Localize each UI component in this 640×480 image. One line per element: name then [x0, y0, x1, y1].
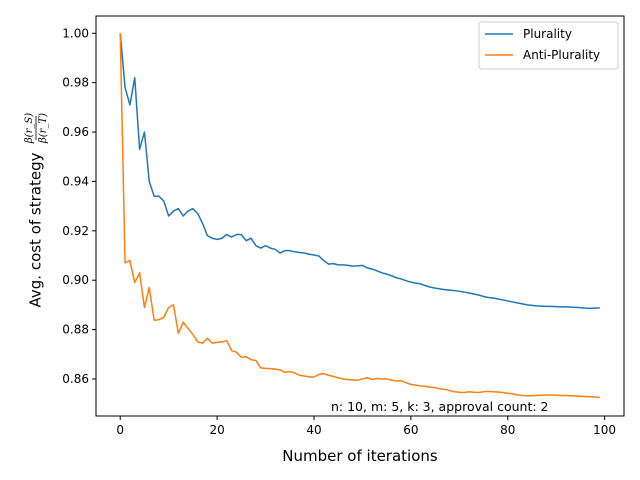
plot-frame — [95, 15, 625, 417]
y-tick-label: 0.96 — [62, 125, 89, 139]
y-axis-label-group: Avg. cost of strategy β(r_S) β(r_T) — [24, 113, 49, 308]
x-tick-label: 40 — [306, 423, 321, 437]
y-axis-label-denominator: β(r_T) — [38, 113, 49, 144]
y-tick-label: 0.90 — [62, 273, 89, 287]
x-tick-label: 100 — [593, 423, 616, 437]
y-tick-label: 0.88 — [62, 323, 89, 337]
y-tick-label: 0.98 — [62, 76, 89, 90]
parameter-annotation: n: 10, m: 5, k: 3, approval count: 2 — [331, 399, 549, 414]
legend: Plurality Anti-Plurality — [478, 21, 619, 70]
y-tick-label: 0.86 — [62, 372, 89, 386]
series-line-plurality — [119, 33, 600, 310]
y-axis-label: Avg. cost of strategy — [27, 152, 45, 307]
legend-label-anti-plurality: Anti-Plurality — [523, 48, 600, 62]
x-axis: 0 20 40 60 80 100 — [116, 416, 616, 437]
x-tick-label: 60 — [403, 423, 418, 437]
y-axis-label-fraction: β(r_S) β(r_T) — [24, 113, 49, 144]
y-tick-label: 0.92 — [62, 224, 89, 238]
legend-box — [478, 21, 619, 70]
legend-label-plurality: Plurality — [523, 27, 572, 41]
y-axis-label-numerator: β(r_S) — [24, 113, 35, 144]
series-layer — [119, 33, 600, 399]
y-tick-label: 0.94 — [62, 174, 89, 188]
x-tick-label: 20 — [209, 423, 224, 437]
x-tick-label: 80 — [500, 423, 515, 437]
y-tick-label: 1.00 — [62, 26, 89, 40]
series-line-anti-plurality — [119, 33, 600, 399]
y-axis: 0.86 0.88 0.90 0.92 0.94 0.96 0.98 1.00 — [62, 26, 96, 386]
x-axis-label: Number of iterations — [282, 447, 438, 465]
x-tick-label: 0 — [116, 423, 124, 437]
